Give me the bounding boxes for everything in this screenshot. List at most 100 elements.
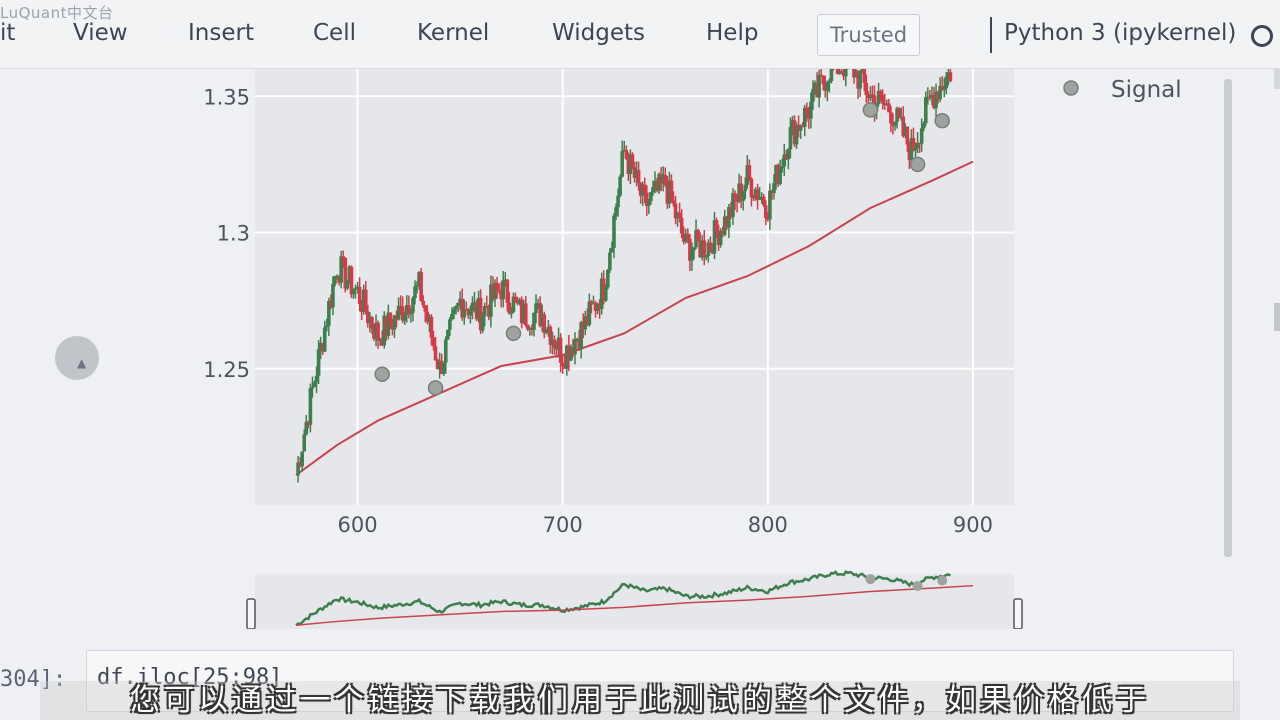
candle-body: [562, 366, 567, 369]
candle-body: [378, 338, 382, 341]
range-slider-price-line: [295, 570, 952, 627]
candle-body: [829, 69, 834, 81]
menu-view[interactable]: View: [73, 20, 128, 46]
moving-average-line: [295, 160, 974, 476]
menu-widgets[interactable]: Widgets: [552, 20, 645, 46]
candle-body: [597, 303, 602, 310]
candle-body: [603, 287, 608, 301]
candle-body: [382, 315, 387, 346]
candle-body: [396, 305, 401, 320]
candle-body: [423, 305, 428, 312]
candle-body: [540, 314, 544, 326]
candle-body: [704, 255, 709, 258]
candle-body: [843, 69, 848, 77]
candle-body: [694, 230, 698, 248]
menu-cell[interactable]: Cell: [313, 20, 356, 46]
candle-body: [296, 462, 300, 476]
signal-marker[interactable]: [862, 102, 879, 118]
candle-body: [357, 286, 362, 304]
menu-insert[interactable]: Insert: [188, 20, 254, 46]
signal-marker[interactable]: [427, 380, 444, 396]
candle-body: [716, 232, 721, 245]
candle-body: [366, 311, 370, 323]
range-slider-right-handle[interactable]: [1013, 598, 1023, 629]
candle-body: [532, 313, 536, 330]
candle-body: [368, 317, 372, 323]
candle-body: [567, 345, 571, 361]
candle-body: [686, 233, 690, 239]
candle-body: [642, 184, 647, 193]
candle-body: [903, 126, 908, 137]
candle-body: [466, 309, 471, 316]
candle-body: [669, 180, 674, 201]
candle-body: [739, 183, 743, 201]
candlestick-chart[interactable]: 600 700 800 900 1.25 1.3 1.35 Signal: [0, 69, 1280, 629]
candle-body: [489, 284, 493, 317]
candle-body: [421, 300, 426, 306]
candle-body: [470, 302, 475, 311]
candle-body: [433, 346, 438, 361]
candle-body: [856, 70, 860, 89]
output-scrollbar[interactable]: [1224, 79, 1232, 557]
candle-body: [753, 189, 758, 198]
candle-body: [372, 328, 376, 339]
candle-body: [528, 327, 532, 330]
page-scrollbar-top[interactable]: [1274, 69, 1280, 89]
x-tick-label: 700: [543, 513, 583, 537]
candle-body: [544, 329, 549, 333]
candle-body: [899, 116, 903, 118]
candle-body: [441, 362, 446, 374]
candle-body: [376, 322, 380, 341]
signal-marker[interactable]: [374, 366, 390, 382]
signal-marker[interactable]: [934, 113, 950, 129]
candle-body: [400, 306, 405, 321]
candle-body: [318, 342, 323, 350]
candle-body: [413, 286, 417, 299]
candle-body: [827, 80, 832, 83]
range-slider-signal-marker: [937, 575, 948, 586]
menu-kernel[interactable]: Kernel: [417, 20, 490, 46]
candle-body: [485, 305, 489, 309]
candle-body: [460, 298, 464, 318]
candle-body: [306, 421, 311, 426]
signal-marker[interactable]: [505, 325, 522, 342]
code-cell[interactable]: df.iloc[25:98]: [86, 650, 1234, 712]
candle-body: [601, 278, 606, 301]
range-slider[interactable]: [255, 574, 1014, 629]
candle-body: [308, 388, 313, 426]
candle-body: [835, 69, 840, 75]
candle-body: [798, 125, 803, 131]
candle-body: [620, 151, 624, 177]
kernel-name[interactable]: Python 3 (ipykernel): [1004, 20, 1237, 46]
candle-body: [374, 322, 378, 339]
candle-body: [327, 300, 331, 326]
candle-body: [316, 349, 321, 376]
legend[interactable]: Signal: [1063, 77, 1182, 103]
candle-body: [314, 375, 319, 383]
candle-body: [864, 82, 869, 96]
candle-body: [507, 302, 512, 314]
code-text[interactable]: df.iloc[25:98]: [97, 665, 283, 690]
candle-body: [425, 311, 430, 322]
candle-body: [581, 322, 586, 330]
candle-body: [659, 173, 663, 184]
page-scrollbar-thumb[interactable]: [1274, 303, 1280, 331]
candle-body: [388, 312, 393, 324]
signal-marker[interactable]: [909, 156, 926, 173]
menu-edit[interactable]: it: [0, 20, 16, 46]
candle-body: [878, 91, 883, 96]
candle-body: [885, 103, 889, 106]
candle-body: [324, 325, 329, 328]
candle-body: [585, 315, 590, 326]
candle-body: [718, 230, 723, 245]
candle-body: [768, 190, 772, 220]
candle-body: [505, 279, 510, 303]
candle-body: [645, 192, 649, 206]
menu-help[interactable]: Help: [706, 20, 759, 46]
trusted-button[interactable]: Trusted: [817, 14, 920, 56]
candle-body: [341, 256, 346, 259]
range-slider-left-handle[interactable]: [246, 598, 256, 629]
candle-body: [911, 138, 916, 151]
candle-body: [714, 220, 719, 233]
candle-body: [579, 322, 583, 350]
